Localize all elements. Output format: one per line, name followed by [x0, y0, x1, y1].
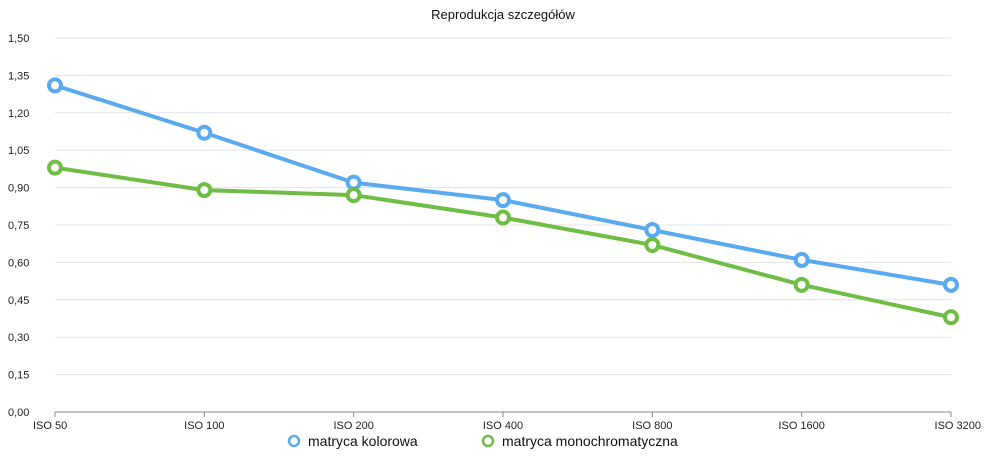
- x-tick-label: ISO 800: [632, 420, 672, 432]
- data-point-mono: [495, 209, 511, 226]
- x-axis: ISO 50 ISO 100 ISO 200 ISO 400 ISO 800 ISO 16…: [33, 412, 981, 432]
- y-tick-label: 1,20: [8, 108, 29, 120]
- x-tick-label: ISO 3200: [935, 420, 981, 432]
- x-tick-label: ISO 400: [483, 420, 523, 432]
- x-tick-label: ISO 1600: [778, 420, 824, 432]
- y-axis: 0,00 0,15 0,30 0,45 0,60 0,75 0,90 1,05 1,20 1,35…: [8, 33, 29, 419]
- x-tick-label: ISO 100: [184, 420, 224, 432]
- data-point-mono: [793, 276, 810, 293]
- y-tick-label: 0,30: [8, 332, 29, 344]
- y-tick-label: 0,15: [8, 370, 29, 382]
- data-point-mono: [644, 236, 661, 253]
- y-tick-label: 0,90: [8, 183, 29, 195]
- series-line-color: [53, 83, 953, 287]
- y-tick-label: 0,00: [8, 407, 29, 419]
- data-point-color: [196, 124, 213, 141]
- x-tick-label: ISO 200: [333, 420, 373, 432]
- y-tick-label: 0,60: [8, 257, 29, 269]
- data-point-color: [345, 174, 362, 191]
- legend-marker-mono: [481, 434, 495, 448]
- y-tick-label: 1,05: [8, 145, 29, 157]
- data-point-color: [943, 276, 959, 293]
- x-tick-label: ISO 50: [33, 420, 67, 432]
- data-point-mono: [47, 159, 63, 176]
- data-point-color: [793, 251, 810, 268]
- legend: matryca kolorowa matryca monochromatyczna: [287, 433, 678, 449]
- data-point-color: [644, 221, 661, 238]
- data-point-color: [495, 192, 511, 209]
- y-tick-label: 1,50: [8, 33, 29, 45]
- data-point-mono: [196, 182, 213, 199]
- series-line-mono: [53, 165, 953, 320]
- y-tick-label: 0,45: [8, 295, 29, 307]
- y-tick-label: 1,35: [8, 70, 29, 82]
- data-point-mono: [943, 309, 959, 326]
- legend-label-color: matryca kolorowa: [308, 433, 418, 449]
- series-group: [47, 77, 959, 326]
- legend-marker-color: [287, 434, 301, 448]
- y-tick-label: 0,75: [8, 220, 29, 232]
- legend-label-mono: matryca monochromatyczna: [502, 433, 678, 449]
- chart-title: Reprodukcja szczegółów: [431, 7, 575, 22]
- data-point-mono: [345, 187, 362, 204]
- data-point-color: [47, 77, 63, 94]
